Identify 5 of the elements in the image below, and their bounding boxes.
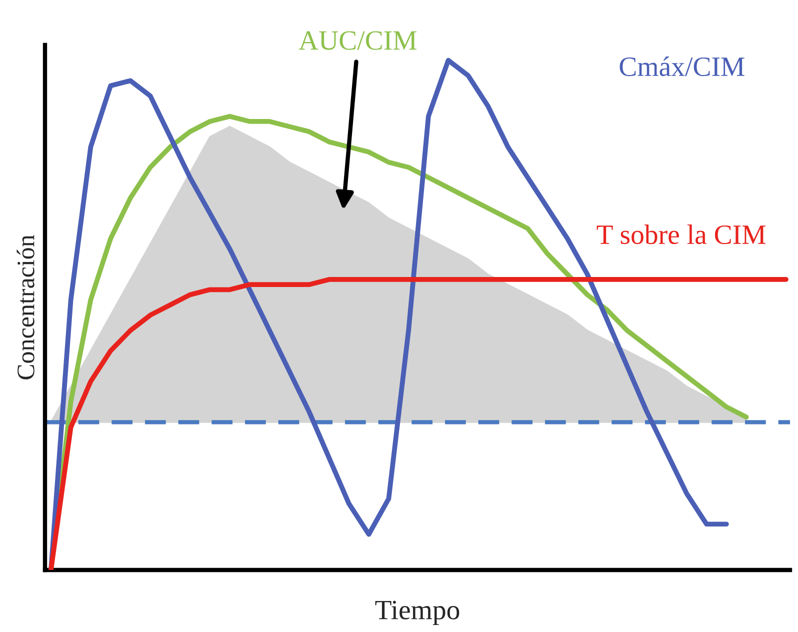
series-label: T sobre la CIM [596, 224, 766, 244]
y-axis-title: Concentración [16, 234, 34, 380]
x-axis-title: Tiempo [375, 600, 460, 626]
text: Cmáx/CIM [620, 56, 744, 76]
text: AUC/CIM [298, 31, 417, 50]
